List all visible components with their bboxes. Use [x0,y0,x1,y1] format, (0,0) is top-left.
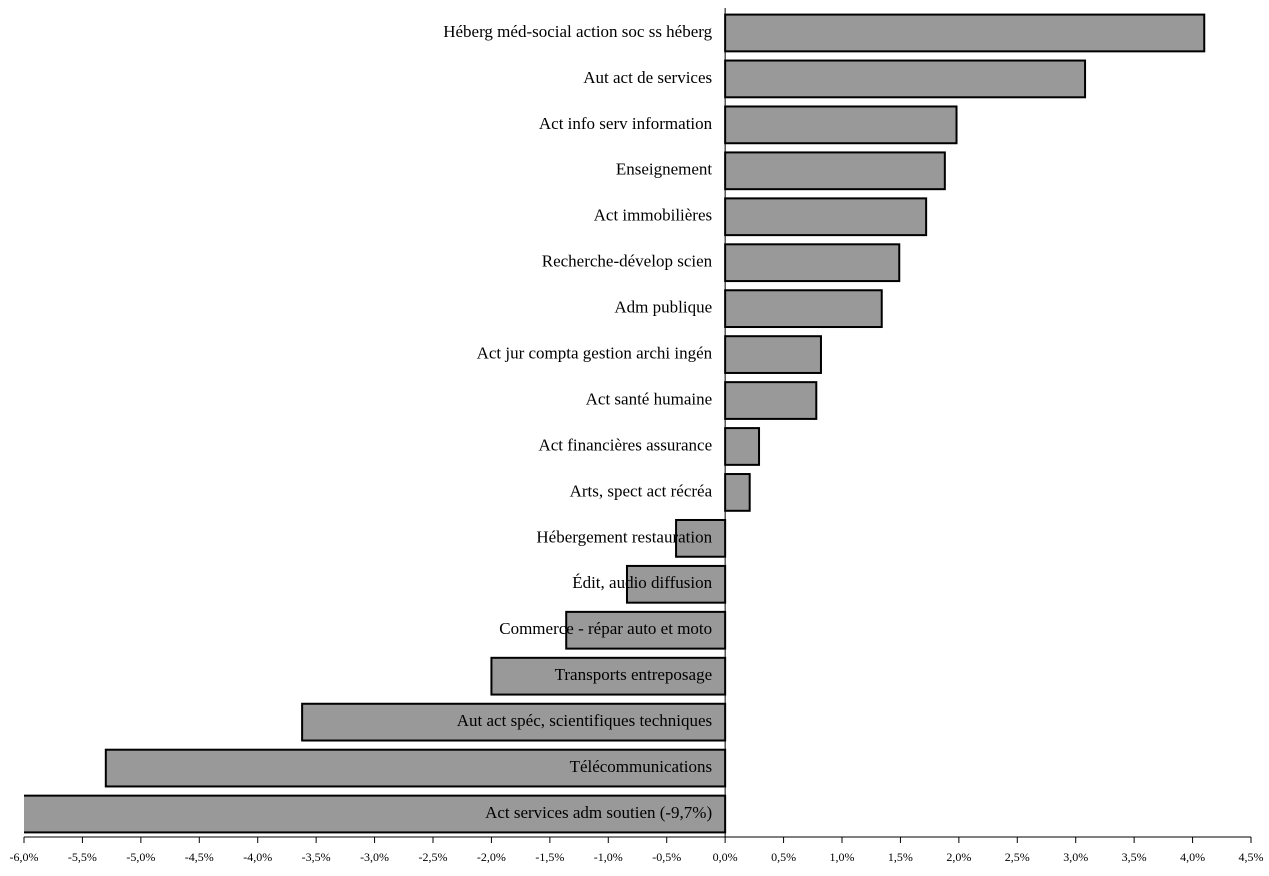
x-tick-label: 4,5% [1239,850,1264,864]
bar [724,335,822,374]
bar [724,197,928,237]
category-label: Act services adm soutien (-9,7%) [485,803,712,822]
category-label: Act info serv information [539,114,713,133]
category-label: Hébergement restauration [536,527,712,546]
bar [724,105,958,145]
category-label: Arts, spect act récréa [570,481,713,500]
bar [724,59,1087,99]
category-label: Aut act de services [583,68,712,87]
x-tick-label: 2,5% [1005,850,1030,864]
bar [724,243,901,283]
bar [724,13,1206,53]
bar [724,473,751,512]
category-label: Adm publique [614,298,712,317]
category-label: Act jur compta gestion archi ingén [477,343,713,362]
bar [724,151,946,191]
bar [24,794,727,834]
category-label: Commerce - répar auto et moto [499,619,712,638]
x-tick-label: -4,5% [185,850,214,864]
x-tick-label: 1,5% [888,850,913,864]
bars [24,13,1206,834]
x-tick-label: -1,0% [594,850,623,864]
category-label: Act immobilières [594,206,713,225]
bar [724,381,818,420]
x-tick-label: 1,0% [830,850,855,864]
bar [301,702,727,742]
x-tick-label: -0,5% [652,850,681,864]
x-tick-label: 0,0% [713,850,738,864]
bar [724,427,761,466]
x-tick-label: -5,0% [126,850,155,864]
category-label: Télécommunications [570,757,713,776]
x-tick-label: -5,5% [68,850,97,864]
labels: Héberg méd-social action soc ss héberg Au… [10,8,1264,864]
x-tick-label: -3,0% [360,850,389,864]
category-label: Recherche-dévelop scien [542,252,713,271]
category-label: Act financières assurance [538,435,712,454]
x-tick-label: -2,0% [477,850,506,864]
category-label: Enseignement [616,160,713,179]
bar [675,518,727,558]
bar [565,610,727,650]
x-tick-label: -1,5% [535,850,564,864]
category-label: Act santé humaine [586,389,713,408]
x-tick-label: 0,5% [771,850,796,864]
x-tick-label: 3,5% [1122,850,1147,864]
category-label: Édit, audio diffusion [572,573,712,592]
x-tick-label: 2,0% [946,850,971,864]
x-tick-label: 3,0% [1063,850,1088,864]
bar [625,564,727,604]
category-label: Héberg méd-social action soc ss héberg [443,22,712,41]
x-tick-label: -4,0% [243,850,272,864]
category-label: Aut act spéc, scientifiques techniques [457,711,712,730]
x-tick-label: -6,0% [10,850,39,864]
bar [104,748,727,788]
x-tick-label: -2,5% [419,850,448,864]
category-label: Transports entreposage [555,665,713,684]
x-tick-label: -3,5% [302,850,331,864]
x-tick-label: 4,0% [1180,850,1205,864]
bar [724,289,883,329]
